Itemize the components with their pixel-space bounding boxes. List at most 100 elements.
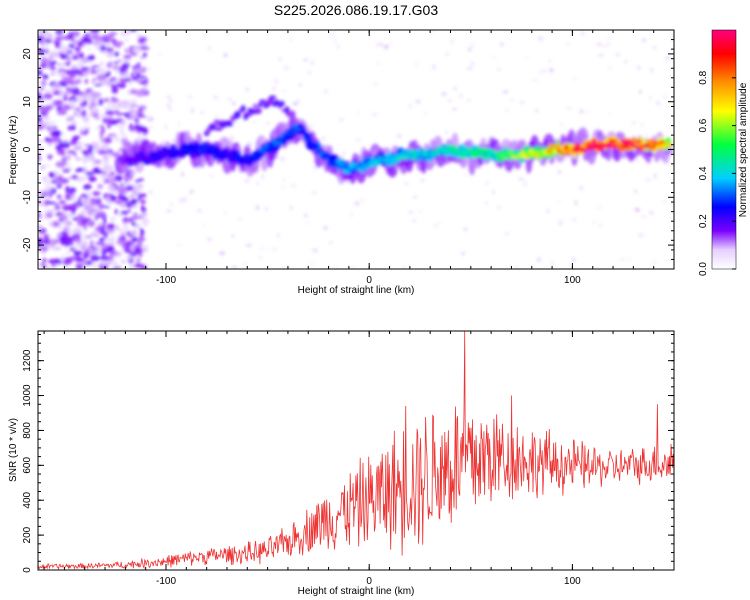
- noise-blob: [71, 30, 80, 37]
- noise-blob: [43, 233, 49, 240]
- ridge-blob: [173, 152, 179, 158]
- noise-blob: [128, 107, 135, 114]
- noise-blob: [412, 218, 416, 223]
- noise-blob: [87, 144, 94, 152]
- noise-blob: [114, 266, 119, 269]
- noise-blob: [137, 251, 143, 258]
- noise-blob: [98, 237, 106, 242]
- y-tick-label: -20: [22, 237, 33, 252]
- noise-blob: [63, 242, 71, 247]
- noise-blob: [136, 128, 141, 134]
- noise-blob: [43, 116, 50, 120]
- noise-blob: [131, 198, 138, 205]
- noise-blob: [99, 44, 107, 52]
- y-tick-label: -10: [22, 190, 33, 205]
- noise-blob: [139, 46, 150, 50]
- noise-blob: [138, 196, 141, 201]
- branch-blob: [294, 118, 300, 125]
- noise-blob: [130, 216, 134, 223]
- spectrogram-ylabel: Frequency (Hz): [8, 116, 19, 185]
- x-tick-label: 100: [564, 275, 581, 286]
- noise-blob: [102, 116, 111, 124]
- noise-blob: [110, 234, 115, 241]
- noise-blob: [497, 206, 502, 210]
- noise-blob: [648, 210, 655, 216]
- ridge-blob: [563, 144, 569, 151]
- noise-blob: [557, 200, 561, 203]
- noise-blob: [80, 130, 88, 135]
- noise-blob: [451, 108, 458, 111]
- noise-blob: [648, 96, 653, 100]
- noise-blob: [56, 110, 67, 115]
- noise-blob: [133, 183, 139, 187]
- noise-blob: [126, 255, 134, 260]
- noise-blob: [389, 41, 392, 45]
- noise-blob: [42, 74, 49, 80]
- noise-blob: [114, 208, 118, 215]
- noise-blob: [166, 95, 171, 99]
- noise-blob: [111, 151, 116, 158]
- noise-blob: [116, 235, 122, 238]
- noise-blob: [523, 181, 528, 186]
- noise-blob: [311, 190, 318, 195]
- noise-blob: [627, 258, 633, 261]
- noise-blob: [572, 257, 576, 262]
- noise-blob: [55, 161, 66, 168]
- x-tick-label: 100: [564, 576, 581, 587]
- noise-blob: [116, 239, 124, 245]
- noise-blob: [89, 209, 99, 212]
- noise-blob: [50, 125, 54, 132]
- noise-blob: [432, 224, 438, 228]
- noise-blob: [100, 243, 109, 249]
- noise-blob: [664, 56, 671, 60]
- noise-blob: [103, 165, 114, 172]
- noise-blob: [652, 45, 657, 50]
- noise-blob: [605, 42, 611, 47]
- noise-blob: [131, 98, 137, 103]
- noise-blob: [70, 197, 76, 201]
- noise-blob: [121, 230, 127, 237]
- ridge-blob: [283, 135, 293, 141]
- noise-blob: [231, 266, 238, 269]
- noise-blob: [42, 257, 47, 263]
- noise-blob: [38, 263, 41, 267]
- noise-blob: [468, 47, 472, 52]
- noise-blob: [73, 145, 83, 151]
- noise-blob: [76, 157, 80, 161]
- noise-blob: [134, 263, 143, 269]
- noise-blob: [60, 36, 71, 40]
- noise-blob: [92, 191, 100, 196]
- noise-blob: [120, 260, 126, 264]
- ridge-blob: [306, 135, 313, 140]
- noise-blob: [168, 99, 174, 103]
- x-tick-label: -100: [156, 576, 176, 587]
- noise-blob: [149, 125, 153, 129]
- noise-blob: [46, 265, 52, 269]
- noise-blob: [104, 48, 114, 51]
- noise-blob: [245, 243, 252, 247]
- noise-blob: [296, 99, 300, 103]
- noise-blob: [471, 42, 474, 47]
- noise-blob: [453, 86, 458, 91]
- colorbar-tick-label: 0.8: [698, 70, 709, 84]
- ridge-blob: [460, 154, 468, 159]
- noise-blob: [461, 251, 465, 256]
- noise-blob: [266, 122, 270, 125]
- noise-blob: [94, 35, 103, 44]
- noise-blob: [631, 121, 637, 125]
- y-tick-label: 0: [22, 146, 33, 152]
- noise-blob: [86, 96, 91, 100]
- noise-blob: [663, 199, 666, 204]
- y-tick-label: 400: [22, 491, 33, 508]
- noise-blob: [532, 79, 539, 82]
- noise-blob: [415, 61, 418, 67]
- noise-blob: [408, 211, 413, 214]
- noise-blob: [216, 114, 218, 118]
- noise-blob: [48, 139, 54, 143]
- y-tick-label: 1200: [22, 349, 33, 372]
- noise-blob: [115, 112, 125, 116]
- ridge-blob: [291, 129, 296, 135]
- noise-blob: [329, 241, 333, 245]
- noise-blob: [60, 149, 66, 157]
- noise-blob: [338, 118, 344, 121]
